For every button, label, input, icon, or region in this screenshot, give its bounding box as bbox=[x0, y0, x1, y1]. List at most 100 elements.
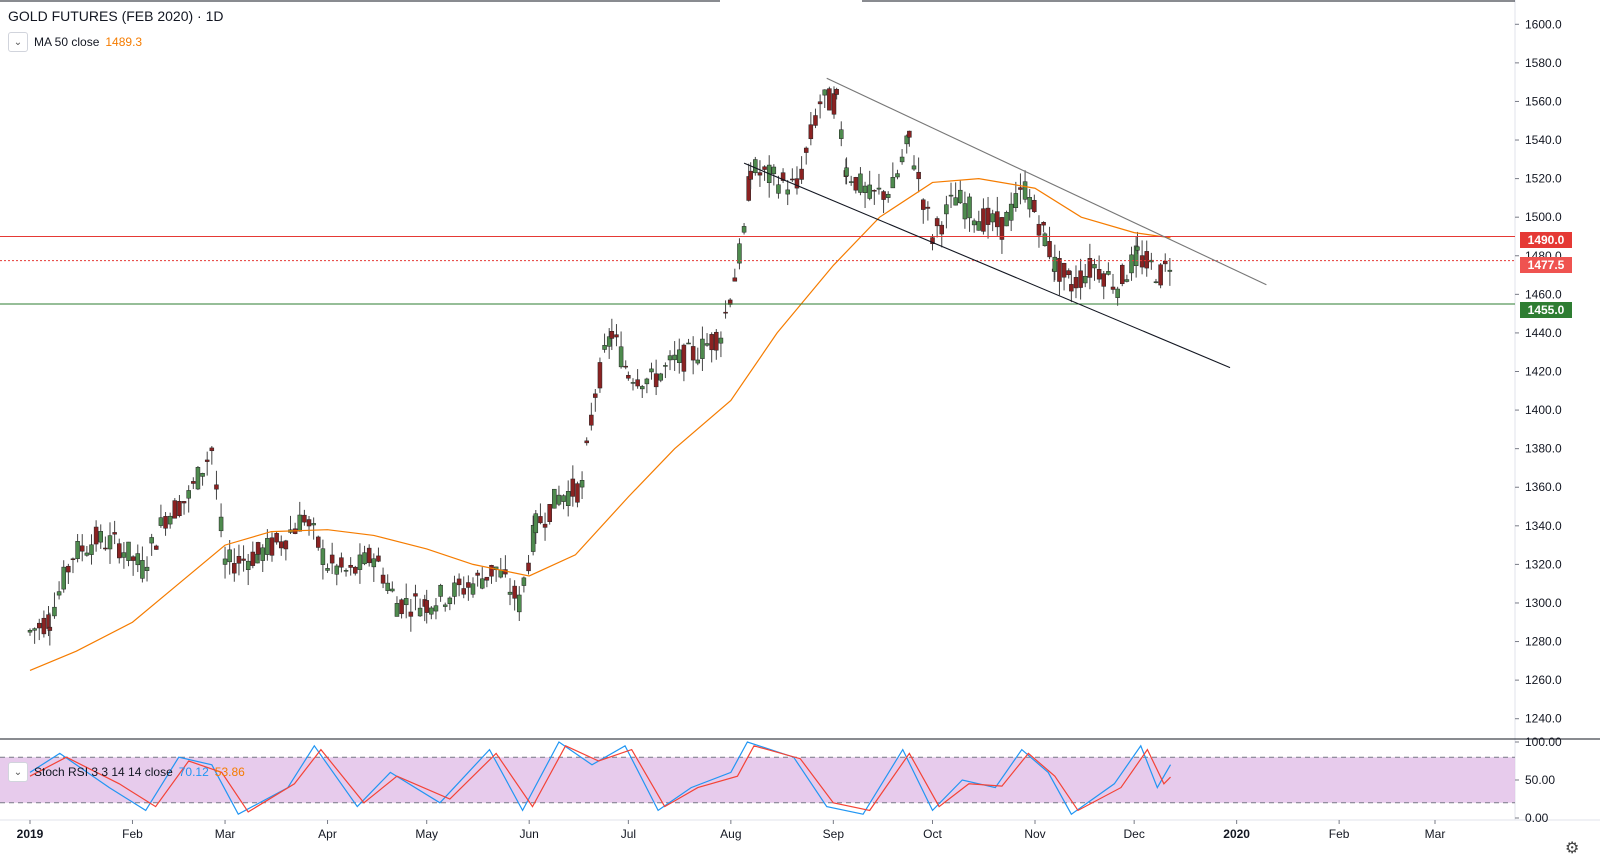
candle-body bbox=[876, 187, 882, 190]
candle-body bbox=[357, 554, 363, 570]
trendline bbox=[743, 162, 1231, 369]
candle-body bbox=[489, 565, 494, 577]
candle-body bbox=[408, 611, 414, 617]
candle-body bbox=[403, 598, 409, 606]
candle-body bbox=[260, 547, 265, 561]
candle-body bbox=[433, 605, 439, 612]
gear-icon[interactable]: ⚙ bbox=[1565, 840, 1580, 857]
symbol-title: GOLD FUTURES (FEB 2020) · 1D bbox=[8, 8, 224, 24]
candle-body bbox=[1042, 233, 1048, 247]
candle-body bbox=[602, 345, 607, 350]
candle-body bbox=[75, 541, 80, 559]
y-tick-label: 1440.0 bbox=[1525, 326, 1562, 340]
y-tick-label: 1320.0 bbox=[1525, 557, 1562, 571]
candle-body bbox=[89, 544, 94, 555]
candle-body bbox=[925, 206, 931, 209]
candle-body bbox=[626, 375, 631, 379]
candle-body bbox=[227, 549, 232, 563]
candle-body bbox=[218, 516, 224, 532]
candle-body bbox=[746, 176, 751, 201]
candle-body bbox=[334, 565, 340, 575]
y-tick-label: 1600.0 bbox=[1525, 17, 1562, 31]
candle-body bbox=[475, 572, 480, 576]
candle-body bbox=[649, 368, 654, 373]
candle-body bbox=[236, 555, 242, 564]
candle-body bbox=[690, 346, 696, 361]
candle-body bbox=[413, 593, 418, 597]
x-tick-label: Apr bbox=[318, 827, 337, 841]
x-tick-label: Mar bbox=[215, 827, 236, 841]
candle-body bbox=[995, 211, 1000, 228]
candle-body bbox=[466, 582, 471, 588]
candle-body bbox=[376, 555, 381, 562]
chevron-down-icon[interactable]: ⌄ bbox=[8, 762, 28, 782]
candle-body bbox=[794, 178, 800, 189]
candle-body bbox=[1087, 258, 1093, 278]
y-tick-label: 1580.0 bbox=[1525, 56, 1562, 70]
candle-body bbox=[904, 135, 909, 145]
candle-body bbox=[757, 172, 763, 176]
x-tick-label: Mar bbox=[1425, 827, 1446, 841]
stoch-k-line bbox=[29, 741, 1172, 816]
candle-body bbox=[771, 166, 777, 175]
candle-body bbox=[1133, 245, 1139, 267]
candle-body bbox=[204, 459, 210, 462]
candle-body bbox=[872, 190, 877, 192]
candle-body bbox=[971, 220, 977, 226]
candle-body bbox=[517, 594, 522, 613]
candle-body bbox=[424, 600, 429, 613]
candle-body bbox=[967, 196, 972, 219]
candle-body bbox=[452, 582, 457, 597]
candle-body bbox=[1069, 284, 1074, 292]
candle-body bbox=[1061, 262, 1067, 278]
candle-body bbox=[121, 552, 127, 558]
candle-body bbox=[618, 346, 624, 368]
candle-body bbox=[1027, 197, 1032, 210]
candle-body bbox=[245, 560, 251, 570]
candle-body bbox=[827, 88, 832, 111]
candle-body bbox=[834, 89, 839, 95]
candle-body bbox=[66, 565, 71, 573]
x-tick-label: 2020 bbox=[1223, 827, 1250, 841]
candle-body bbox=[1135, 246, 1140, 251]
candle-body bbox=[658, 373, 664, 381]
candle-body bbox=[191, 481, 196, 484]
y-tick-label: 1420.0 bbox=[1525, 365, 1562, 379]
candle-body bbox=[250, 551, 256, 566]
candle-body bbox=[181, 501, 187, 504]
candle-body bbox=[316, 536, 321, 548]
candle-body bbox=[158, 517, 164, 526]
candle-body bbox=[635, 379, 640, 387]
candle-body bbox=[644, 378, 650, 385]
candle-body bbox=[813, 115, 818, 126]
candle-body bbox=[623, 365, 628, 368]
x-tick-label: Jul bbox=[621, 827, 636, 841]
x-tick-label: Sep bbox=[823, 827, 845, 841]
candle-body bbox=[1120, 264, 1125, 284]
candle-body bbox=[1124, 279, 1130, 282]
candle-body bbox=[790, 178, 795, 181]
candle-body bbox=[990, 213, 995, 223]
candle-body bbox=[737, 243, 742, 264]
candle-body bbox=[32, 628, 37, 631]
candle-body bbox=[1066, 270, 1071, 276]
candle-body bbox=[695, 359, 701, 364]
candle-body bbox=[976, 221, 982, 231]
x-tick-label: Feb bbox=[1329, 827, 1350, 841]
candle-body bbox=[302, 514, 307, 523]
candle-body bbox=[447, 597, 453, 605]
stoch-d-value: 53.86 bbox=[214, 765, 245, 779]
candle-body bbox=[130, 556, 136, 561]
resistance-price-tag: 1490.0 bbox=[1520, 232, 1572, 248]
candle-body bbox=[803, 147, 809, 153]
candle-body bbox=[1018, 187, 1023, 190]
y-tick-label: 1340.0 bbox=[1525, 519, 1562, 533]
y-tick-label: 1360.0 bbox=[1525, 480, 1562, 494]
candle-body bbox=[862, 185, 868, 194]
candle-body bbox=[890, 177, 896, 189]
candle-body bbox=[817, 101, 823, 105]
candle-body bbox=[556, 494, 562, 505]
chevron-down-icon[interactable]: ⌄ bbox=[8, 32, 28, 52]
last-price-tag: 1477.5 bbox=[1520, 257, 1572, 273]
